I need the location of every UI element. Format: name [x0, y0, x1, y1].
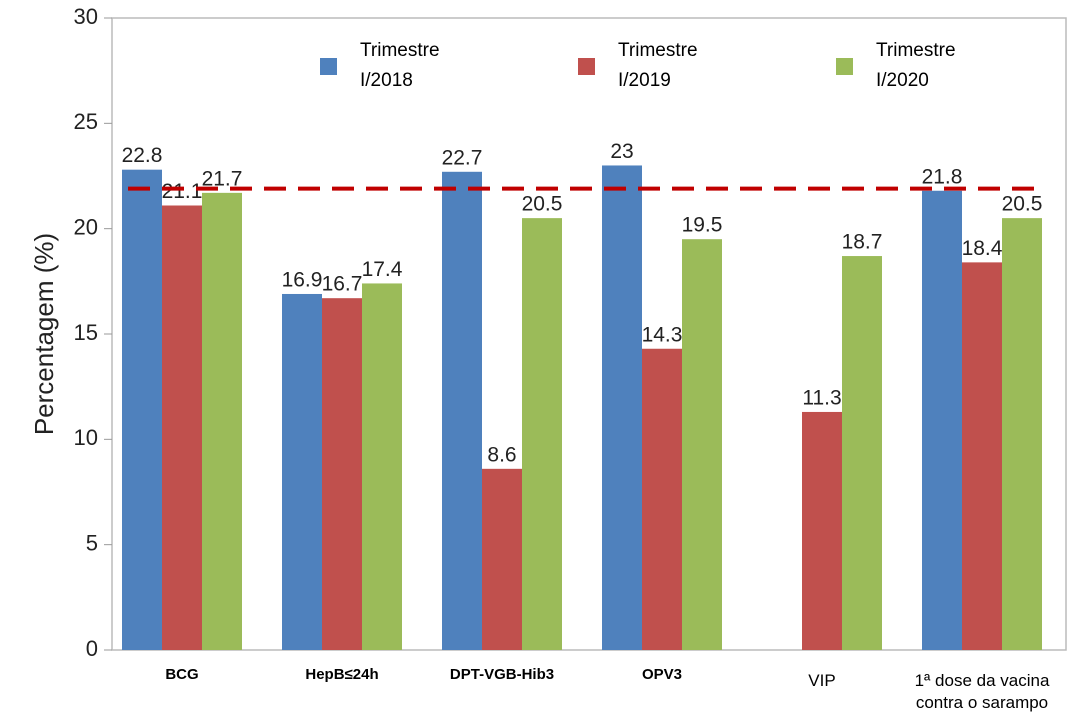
- data-label: 21.7: [202, 167, 243, 190]
- bar: [922, 190, 962, 650]
- legend-label: Trimestre I/2019: [618, 40, 698, 91]
- x-tick-label: HepB≤24h: [305, 666, 379, 683]
- data-label: 20.5: [522, 193, 563, 216]
- bar: [602, 165, 642, 650]
- data-label: 18.7: [842, 231, 883, 254]
- x-tick-label: OPV3: [641, 666, 683, 683]
- data-label: 22.7: [442, 146, 483, 169]
- data-label: 20.5: [1002, 193, 1043, 216]
- y-tick-label: 10: [74, 425, 98, 450]
- data-label: 11.3: [802, 386, 841, 409]
- data-label: 21.8: [922, 165, 963, 188]
- bar: [1002, 218, 1042, 650]
- bar: [442, 171, 482, 650]
- bar: [842, 256, 882, 650]
- data-label: 19.5: [682, 214, 723, 237]
- bar: [682, 239, 722, 650]
- y-tick-label: 0: [86, 636, 98, 661]
- x-tick-label: BCG: [165, 666, 199, 683]
- y-tick-label: 20: [74, 214, 98, 239]
- bar: [122, 169, 162, 650]
- bar: [162, 205, 202, 650]
- y-tick-label: 30: [74, 4, 98, 29]
- y-tick-label: 15: [74, 320, 98, 345]
- bar: [202, 192, 242, 650]
- data-label: 8.6: [487, 443, 516, 466]
- data-label: 14.3: [642, 323, 683, 346]
- bar: [642, 348, 682, 650]
- data-label: 23: [610, 140, 633, 163]
- x-tick-label: DPT-VGB-Hib3: [449, 666, 555, 683]
- y-axis-label: Percentagem (%): [29, 233, 59, 435]
- y-tick-label: 5: [86, 530, 98, 555]
- bar: [322, 298, 362, 650]
- bar: [282, 293, 322, 650]
- data-label: 18.4: [962, 237, 1003, 260]
- legend-label: Trimestre I/2018: [360, 40, 440, 91]
- x-tick-label: 1ª dose da vacina contra o sarampo: [914, 671, 1050, 712]
- data-label: 17.4: [362, 258, 403, 281]
- data-label: 21.1: [162, 180, 203, 203]
- bar: [482, 468, 522, 650]
- legend-label: Trimestre I/2020: [876, 40, 956, 91]
- legend-swatch: [836, 58, 853, 75]
- data-label: 16.7: [322, 273, 363, 296]
- data-label: 22.8: [122, 144, 163, 167]
- legend-swatch: [578, 58, 595, 75]
- legend-swatch: [320, 58, 337, 75]
- bar: [802, 411, 842, 650]
- bar: [962, 262, 1002, 650]
- bar: [522, 218, 562, 650]
- x-tick-label: VIP: [808, 671, 836, 690]
- data-label: 16.9: [282, 269, 323, 292]
- y-tick-label: 25: [74, 109, 98, 134]
- bar: [362, 283, 402, 650]
